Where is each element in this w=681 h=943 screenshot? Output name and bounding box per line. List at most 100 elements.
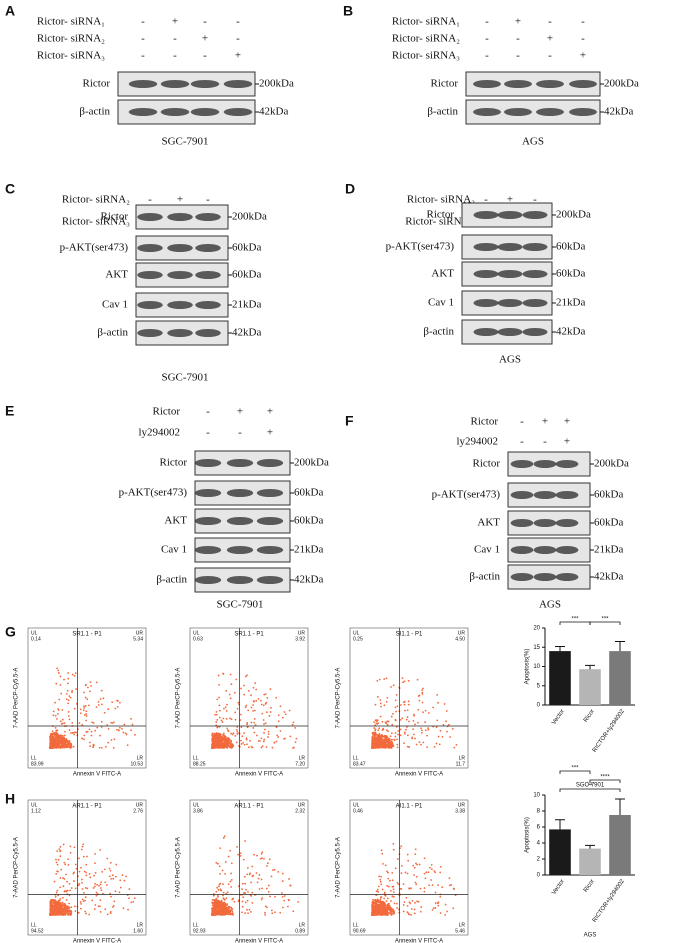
band	[511, 491, 534, 499]
event-dot	[382, 910, 384, 912]
event-dot	[64, 734, 66, 736]
treatment-sign: -	[543, 436, 547, 448]
event-dot	[225, 690, 227, 692]
event-dot	[375, 905, 377, 907]
event-dot	[407, 873, 409, 875]
band	[473, 80, 501, 88]
event-dot	[281, 892, 283, 894]
y-tick-label: 10	[533, 664, 540, 670]
event-dot	[231, 908, 233, 910]
event-dot	[100, 884, 102, 886]
event-dot	[214, 901, 216, 903]
event-dot	[241, 888, 243, 890]
band	[167, 244, 193, 252]
event-dot	[117, 706, 119, 708]
x-axis-label: Annexin V FITC-A	[73, 772, 121, 778]
band	[556, 546, 579, 554]
event-dot	[373, 721, 375, 723]
event-dot	[213, 907, 215, 909]
event-dot	[67, 678, 69, 680]
event-dot	[241, 726, 243, 728]
event-dot	[79, 722, 81, 724]
event-dot	[223, 837, 225, 839]
event-dot	[390, 739, 392, 741]
event-dot	[376, 743, 378, 745]
panel-letter: E	[5, 403, 14, 419]
event-dot	[386, 739, 388, 741]
event-dot	[396, 744, 398, 746]
event-dot	[211, 914, 213, 916]
event-dot	[85, 710, 87, 712]
band	[534, 519, 557, 527]
event-dot	[215, 734, 217, 736]
event-dot	[70, 697, 72, 699]
event-dot	[60, 740, 62, 742]
event-dot	[123, 880, 125, 882]
event-dot	[60, 909, 62, 911]
band	[195, 576, 221, 584]
quadrant-value: 1.12	[31, 808, 41, 814]
event-dot	[216, 711, 218, 713]
event-dot	[385, 864, 387, 866]
protein-label: p-AKT(ser473)	[386, 241, 455, 253]
band	[195, 213, 221, 221]
event-dot	[85, 887, 87, 889]
event-dot	[101, 721, 103, 723]
treatment-sign: -	[485, 50, 489, 62]
event-dot	[223, 673, 225, 675]
event-dot	[290, 735, 292, 737]
band	[511, 546, 534, 554]
band	[523, 270, 548, 278]
event-dot	[105, 746, 107, 748]
band	[224, 80, 253, 88]
event-dot	[80, 867, 82, 869]
protein-label: Cav 1	[161, 544, 187, 556]
event-dot	[229, 909, 231, 911]
event-dot	[237, 708, 239, 710]
y-axis-label: 7-AAD PerCP-Cy5.5-A	[176, 668, 182, 729]
event-dot	[440, 730, 442, 732]
protein-label: AKT	[431, 268, 454, 280]
band	[504, 80, 532, 88]
event-dot	[56, 747, 58, 749]
event-dot	[104, 881, 106, 883]
event-dot	[452, 728, 454, 730]
event-dot	[433, 907, 435, 909]
event-dot	[387, 908, 389, 910]
event-dot	[389, 738, 391, 740]
band	[257, 517, 283, 525]
event-dot	[85, 874, 87, 876]
treatment-sign: -	[516, 33, 520, 45]
event-dot	[65, 874, 67, 876]
event-dot	[380, 743, 382, 745]
event-dot	[380, 881, 382, 883]
event-dot	[217, 895, 219, 897]
event-dot	[101, 704, 103, 706]
event-dot	[420, 727, 422, 729]
event-dot	[212, 732, 214, 734]
event-dot	[386, 885, 388, 887]
event-dot	[293, 722, 295, 724]
event-dot	[396, 694, 398, 696]
event-dot	[69, 889, 71, 891]
event-dot	[100, 881, 102, 883]
event-dot	[217, 742, 219, 744]
event-dot	[71, 690, 73, 692]
event-dot	[88, 704, 90, 706]
treatment-sign: -	[238, 427, 242, 439]
event-dot	[83, 692, 85, 694]
event-dot	[434, 871, 436, 873]
event-dot	[275, 741, 277, 743]
event-dot	[396, 705, 398, 707]
event-dot	[389, 880, 391, 882]
event-dot	[86, 887, 88, 889]
event-dot	[50, 909, 52, 911]
treatment-sign: -	[548, 50, 552, 62]
event-dot	[426, 735, 428, 737]
event-dot	[255, 724, 257, 726]
cell-line: SGC-7901	[216, 599, 263, 611]
band	[569, 80, 597, 88]
bar	[579, 669, 601, 705]
event-dot	[434, 907, 436, 909]
event-dot	[243, 892, 245, 894]
